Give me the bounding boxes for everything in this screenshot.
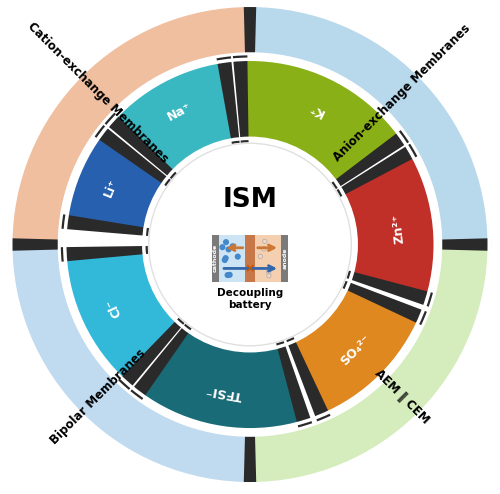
- Circle shape: [266, 270, 271, 274]
- Circle shape: [266, 274, 271, 278]
- Polygon shape: [276, 341, 312, 427]
- Text: ISM: ISM: [222, 187, 278, 213]
- Text: Bipolar Membranes: Bipolar Membranes: [48, 346, 148, 447]
- Text: ×: ×: [244, 262, 255, 275]
- Polygon shape: [112, 61, 235, 173]
- Circle shape: [224, 272, 230, 278]
- Bar: [218, 235, 250, 282]
- Polygon shape: [10, 245, 250, 484]
- Text: Zn²⁺: Zn²⁺: [391, 213, 407, 245]
- Bar: [282, 235, 288, 282]
- Circle shape: [230, 243, 235, 249]
- Circle shape: [64, 59, 435, 430]
- Polygon shape: [216, 56, 240, 144]
- Text: Cl⁻: Cl⁻: [104, 296, 124, 320]
- Polygon shape: [342, 152, 435, 299]
- Text: anode: anode: [282, 247, 288, 269]
- Circle shape: [220, 244, 226, 250]
- Bar: [250, 235, 282, 282]
- Text: Cation-exchange Membranes: Cation-exchange Membranes: [25, 20, 171, 165]
- Circle shape: [226, 272, 232, 278]
- Polygon shape: [233, 55, 248, 143]
- Circle shape: [262, 239, 267, 244]
- Circle shape: [223, 239, 229, 245]
- Text: cathode: cathode: [212, 244, 218, 272]
- Text: Na⁺: Na⁺: [166, 101, 194, 124]
- Circle shape: [222, 255, 228, 261]
- Polygon shape: [250, 245, 490, 484]
- Polygon shape: [250, 5, 490, 245]
- Circle shape: [262, 247, 266, 251]
- Polygon shape: [286, 337, 331, 421]
- Circle shape: [222, 257, 228, 263]
- Circle shape: [226, 247, 232, 252]
- Polygon shape: [62, 214, 149, 236]
- Text: Decoupling
battery: Decoupling battery: [217, 288, 283, 310]
- Circle shape: [258, 254, 262, 258]
- Text: TFSI⁻: TFSI⁻: [204, 382, 244, 402]
- Text: Anion-exchange Membranes: Anion-exchange Membranes: [331, 21, 473, 164]
- Text: Li⁺: Li⁺: [102, 177, 121, 200]
- Polygon shape: [292, 286, 420, 415]
- Polygon shape: [61, 246, 148, 262]
- Polygon shape: [94, 125, 171, 186]
- Polygon shape: [104, 113, 176, 179]
- Text: AEM ‖ CEM: AEM ‖ CEM: [372, 367, 432, 426]
- Polygon shape: [240, 59, 402, 184]
- Polygon shape: [118, 318, 184, 390]
- Polygon shape: [244, 3, 256, 56]
- Text: SO₄²⁻: SO₄²⁻: [338, 332, 374, 368]
- Polygon shape: [336, 144, 417, 197]
- Polygon shape: [66, 133, 165, 232]
- Circle shape: [234, 253, 241, 260]
- Circle shape: [148, 143, 352, 346]
- Polygon shape: [342, 281, 427, 325]
- Polygon shape: [332, 130, 409, 189]
- Bar: [212, 235, 218, 282]
- Polygon shape: [346, 271, 433, 307]
- Polygon shape: [138, 329, 304, 430]
- Polygon shape: [65, 250, 179, 382]
- Polygon shape: [9, 238, 62, 251]
- Polygon shape: [130, 324, 192, 400]
- Polygon shape: [244, 433, 256, 486]
- Polygon shape: [438, 238, 491, 251]
- Bar: [244, 235, 256, 282]
- Polygon shape: [10, 5, 250, 245]
- Text: K⁺: K⁺: [306, 101, 326, 120]
